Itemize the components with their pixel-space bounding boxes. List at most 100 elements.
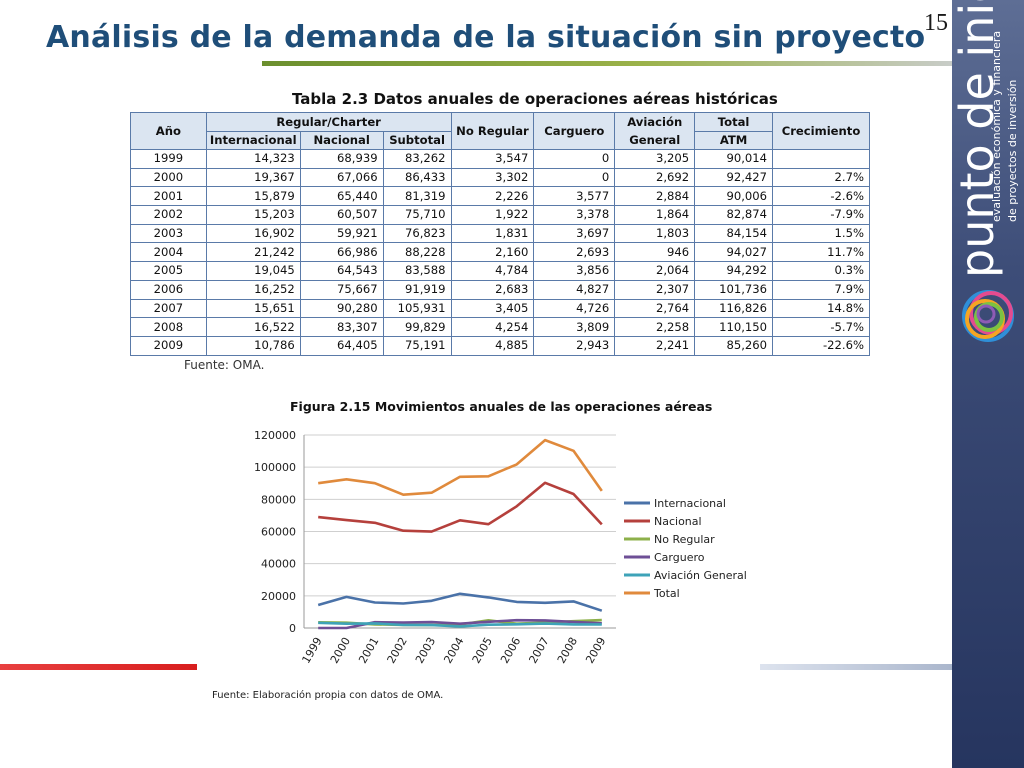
table-row: 2004 21,242 66,986 88,228 2,160 2,693 946 94,02…: [130, 242, 870, 263]
x-tick-label: 2003: [413, 635, 438, 666]
table-cell: 2005: [130, 261, 207, 281]
table-cell: 3,809: [533, 317, 616, 337]
table-row: 2002 15,203 60,507 75,710 1,922 3,378 1,864 82,…: [130, 205, 870, 225]
table-cell: 90,006: [694, 186, 774, 207]
table-cell: 19,367: [205, 167, 301, 188]
header-crecimiento: Crecimiento: [772, 112, 870, 150]
table-cell: 2004: [130, 242, 207, 263]
table-body: 1999 14,323 68,939 83,262 3,547 0 3,205 90,014 2…: [130, 149, 870, 356]
series-line-total: [318, 438, 603, 496]
legend-label: Nacional: [654, 515, 702, 528]
table-cell: 11.7%: [772, 242, 870, 263]
table-row: 2001 15,879 65,440 81,319 2,226 3,577 2,884 90,…: [130, 186, 870, 207]
table-cell: 75,710: [382, 205, 452, 225]
table-cell: 83,307: [299, 317, 384, 337]
table-row: 2003 16,902 59,921 76,823 1,831 3,697 1,803 84,…: [130, 223, 870, 244]
table-cell: 3,205: [614, 149, 696, 169]
legend-label: Aviación General: [654, 569, 747, 582]
table-cell: 2,258: [614, 317, 696, 337]
table-caption: Tabla 2.3 Datos anuales de operaciones a…: [292, 90, 778, 108]
table-cell: 90,014: [694, 149, 774, 169]
table-cell: 3,856: [533, 261, 616, 281]
table-cell: 15,651: [205, 298, 301, 319]
table-cell: 2002: [130, 205, 207, 225]
x-tick-label: 2008: [555, 635, 580, 666]
table-cell: 4,254: [450, 317, 535, 337]
x-tick-label: 2001: [356, 635, 381, 666]
table-cell: 1,831: [450, 223, 535, 244]
x-tick-label: 2007: [526, 635, 551, 666]
legend-label: Internacional: [654, 497, 726, 510]
table-cell: 2006: [130, 279, 207, 300]
table-cell: 99,829: [382, 317, 452, 337]
table-cell: 2,307: [614, 279, 696, 300]
table-cell: 2,693: [533, 242, 616, 263]
slide-title: Análisis de la demanda de la situación s…: [46, 20, 926, 55]
table-cell: [772, 149, 870, 169]
x-tick-label: 1999: [300, 635, 325, 666]
legend-label: Carguero: [654, 551, 705, 564]
table-cell: 2,683: [450, 279, 535, 300]
table-cell: 2,884: [614, 186, 696, 207]
y-tick-label: 0: [289, 622, 296, 635]
table-cell: 2,241: [614, 335, 696, 356]
table-cell: 2008: [130, 317, 207, 337]
table-cell: 1,803: [614, 223, 696, 244]
table-cell: 3,697: [533, 223, 616, 244]
table-row: 2008 16,522 83,307 99,829 4,254 3,809 2,258 110…: [130, 317, 870, 337]
brand-tagline-line2: de proyectos de inversión: [1006, 79, 1019, 222]
header-nacional: Nacional: [299, 130, 384, 150]
table-cell: 0: [533, 167, 616, 188]
table-row: 2006 16,252 75,667 91,919 2,683 4,827 2,307 101…: [130, 279, 870, 300]
table-cell: 84,154: [694, 223, 774, 244]
table-cell: 16,522: [205, 317, 301, 337]
legend-label: Total: [653, 587, 680, 600]
table-cell: 1.5%: [772, 223, 870, 244]
header-internacional: Internacional: [205, 130, 301, 150]
table-cell: 19,045: [205, 261, 301, 281]
table-cell: 3,405: [450, 298, 535, 319]
x-tick-label: 2009: [583, 635, 608, 666]
table-cell: -5.7%: [772, 317, 870, 337]
series-line-internacional: [317, 592, 603, 612]
table-cell: 60,507: [299, 205, 384, 225]
table-cell: 0.3%: [772, 261, 870, 281]
table-cell: 94,027: [694, 242, 774, 263]
table-cell: 2.7%: [772, 167, 870, 188]
header-carguero: Carguero: [533, 112, 616, 150]
table-cell: 66,986: [299, 242, 384, 263]
table-cell: -2.6%: [772, 186, 870, 207]
table-cell: 15,879: [205, 186, 301, 207]
operations-table: Año Regular/Charter No Regular Carguero …: [130, 112, 870, 356]
table-cell: 2009: [130, 335, 207, 356]
table-cell: 1,864: [614, 205, 696, 225]
x-tick-label: 2004: [441, 635, 466, 666]
table-cell: 21,242: [205, 242, 301, 263]
table-cell: 2,226: [450, 186, 535, 207]
y-tick-label: 20000: [261, 590, 296, 603]
table-cell: 2003: [130, 223, 207, 244]
brand-tagline-line1: evaluación económica y financiera: [990, 30, 1003, 222]
x-tick-label: 2000: [328, 635, 353, 666]
header-aviacion-general: Aviación General: [614, 112, 696, 150]
logo-ring-2: [969, 291, 1013, 335]
table-cell: 101,736: [694, 279, 774, 300]
table-cell: 2,064: [614, 261, 696, 281]
table-cell: 4,784: [450, 261, 535, 281]
table-cell: 86,433: [382, 167, 452, 188]
decor-bar-left: [0, 664, 197, 670]
table-cell: 2001: [130, 186, 207, 207]
chart-source: Fuente: Elaboración propia con datos de …: [212, 690, 444, 701]
table-row: 1999 14,323 68,939 83,262 3,547 0 3,205 90,014: [130, 149, 870, 169]
x-tick-label: 2002: [385, 635, 410, 666]
table-cell: 59,921: [299, 223, 384, 244]
table-cell: 2,764: [614, 298, 696, 319]
table-row: 2007 15,651 90,280 105,931 3,405 4,726 2,764 11…: [130, 298, 870, 319]
table-cell: 2000: [130, 167, 207, 188]
table-source: Fuente: OMA.: [184, 358, 265, 372]
page-number: 15: [924, 10, 948, 36]
table-cell: 3,577: [533, 186, 616, 207]
x-tick-label: 2006: [498, 635, 523, 666]
table-cell: 16,252: [205, 279, 301, 300]
table-cell: 10,786: [205, 335, 301, 356]
